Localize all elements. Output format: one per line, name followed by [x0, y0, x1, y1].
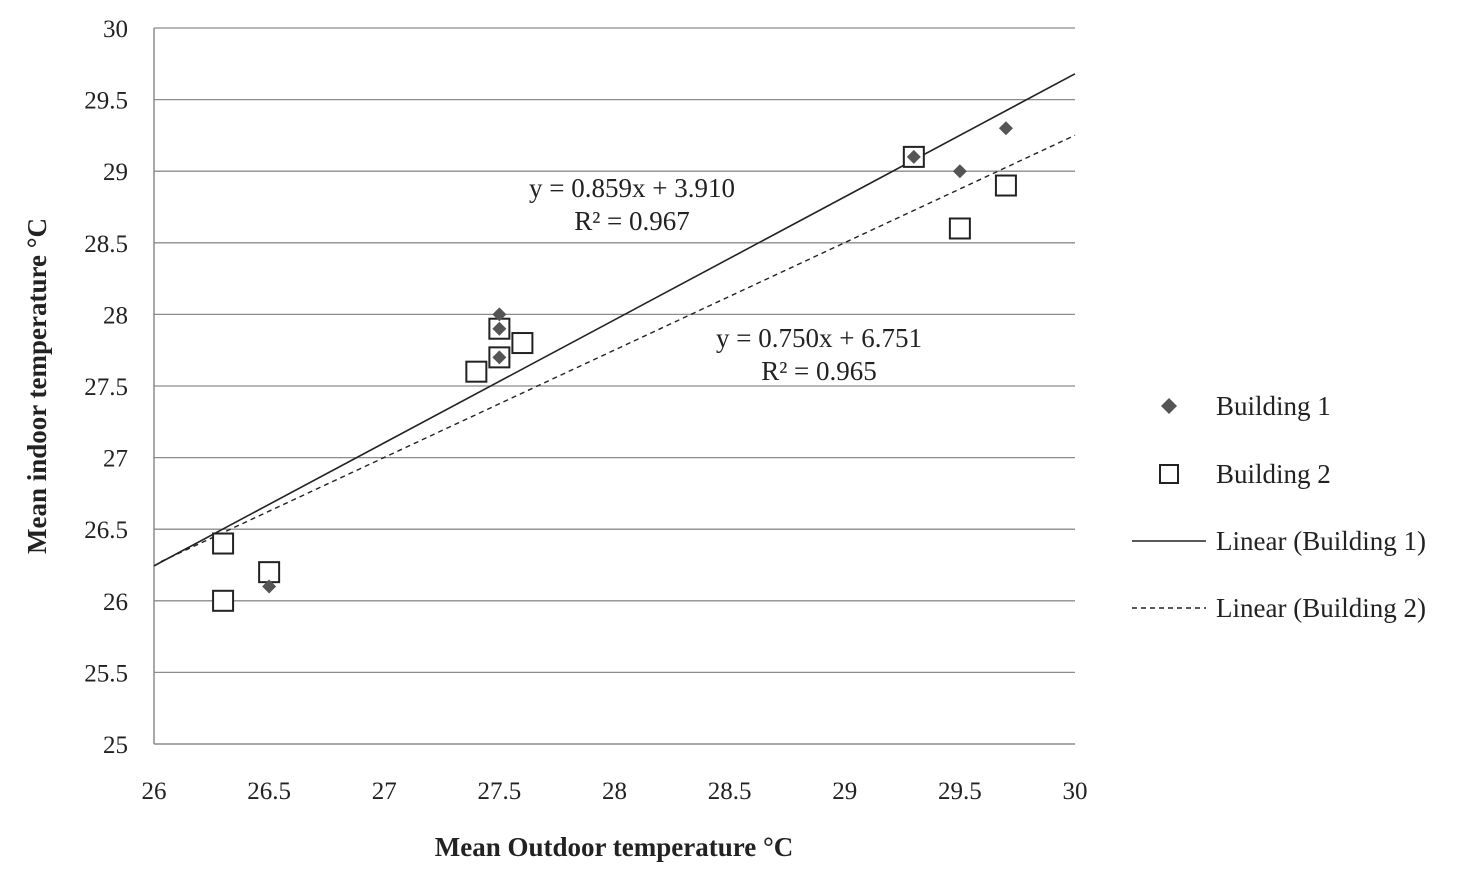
trendline-1-r2: R² = 0.967: [574, 206, 690, 236]
y-tick-label: 28.5: [84, 231, 128, 258]
x-tick-label: 26: [142, 778, 167, 805]
tick-labels: 25 25.5 26 26.5 27 27.5 28 28.5 29 29.5 30 26 26.5 27…: [84, 16, 1087, 805]
x-tick-label: 30: [1063, 778, 1088, 805]
building-2-point: [994, 174, 1017, 197]
x-tick-label: 29: [832, 778, 857, 805]
x-tick-label: 29.5: [938, 778, 982, 805]
legend: Building 1 Building 2 Linear (Building 1…: [1132, 391, 1426, 623]
trendline-2: [160, 134, 1076, 563]
y-tick-label: 27: [103, 446, 128, 473]
building-2-point: [465, 360, 488, 383]
building-2-point: [212, 589, 235, 612]
x-tick-label: 27.5: [478, 778, 522, 805]
data-points: [212, 121, 1017, 612]
gridlines: [154, 27, 1075, 674]
x-tick-label: 28.5: [708, 778, 752, 805]
legend-item-building-1: Building 1: [1161, 391, 1331, 421]
trendlines: [153, 73, 1076, 567]
y-tick-label: 25: [103, 732, 128, 759]
trendline-2-r2: R² = 0.965: [761, 356, 877, 386]
legend-diamond-marker: [1161, 398, 1177, 414]
building-2-point: [212, 532, 235, 555]
trendline-1-equation: y = 0.859x + 3.910: [529, 173, 735, 203]
x-axis-title: Mean Outdoor temperature °C: [435, 832, 794, 862]
y-tick-label: 29.5: [84, 88, 128, 115]
x-tick-label: 26.5: [247, 778, 291, 805]
building-2-point: [948, 217, 971, 240]
legend-label-building-2: Building 2: [1216, 459, 1331, 489]
legend-item-linear-building-1: Linear (Building 1): [1132, 526, 1426, 556]
legend-label-building-1: Building 1: [1216, 391, 1331, 421]
legend-item-building-2: Building 2: [1159, 459, 1331, 489]
building-2-point: [511, 332, 534, 355]
building-1-point: [492, 307, 507, 322]
legend-label-linear-building-2: Linear (Building 2): [1216, 593, 1426, 623]
y-tick-label: 30: [103, 16, 128, 43]
y-tick-label: 29: [103, 159, 128, 186]
building-1-point: [952, 164, 967, 179]
y-tick-label: 27.5: [84, 374, 128, 401]
building-2-point: [258, 561, 281, 584]
building-1-point: [262, 579, 277, 594]
legend-item-linear-building-2: Linear (Building 2): [1132, 593, 1426, 623]
trendline-2-equation: y = 0.750x + 6.751: [716, 323, 922, 353]
y-tick-label: 25.5: [84, 660, 128, 687]
x-tick-label: 27: [372, 778, 397, 805]
legend-square-marker: [1159, 464, 1179, 484]
y-tick-label: 28: [103, 302, 128, 329]
building-1-point: [998, 121, 1013, 136]
axes: [153, 28, 1075, 745]
building-1-point: [492, 350, 507, 365]
trendline-1: [153, 73, 1076, 567]
x-tick-label: 28: [602, 778, 627, 805]
building-1-point: [906, 149, 921, 164]
legend-label-linear-building-1: Linear (Building 1): [1216, 526, 1426, 556]
building-1-point: [492, 321, 507, 336]
y-axis-title: Mean indoor temperature °C: [22, 218, 52, 554]
y-tick-label: 26: [103, 589, 128, 616]
y-tick-label: 26.5: [84, 517, 128, 544]
